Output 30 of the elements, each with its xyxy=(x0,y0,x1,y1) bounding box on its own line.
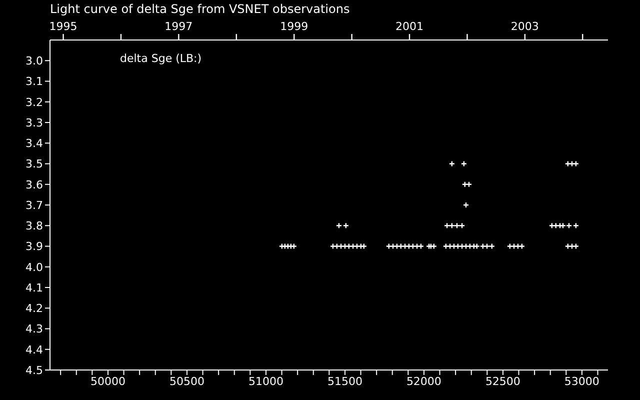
x-tick-label: 51000 xyxy=(248,374,284,388)
y-tick-label: 3.6 xyxy=(26,178,43,192)
x2-tick-label: 2001 xyxy=(395,20,424,33)
text: delta Sge (LB:) xyxy=(120,52,202,65)
y-tick-label: 4.5 xyxy=(26,364,43,377)
x-tick-label: 52500 xyxy=(485,374,520,388)
y-tick-label: 3.4 xyxy=(26,137,43,150)
y-tick-label: 3.0 xyxy=(26,54,43,68)
y-tick-label: 4.0 xyxy=(26,260,43,274)
x-tick-label: 51500 xyxy=(327,374,362,388)
y-tick-label: 4.1 xyxy=(26,281,43,294)
x2-tick-label: 1995 xyxy=(49,20,78,33)
y-tick-label: 3.3 xyxy=(26,116,43,130)
y-tick-label: 4.4 xyxy=(26,343,43,356)
x2-tick-label: 2003 xyxy=(510,20,539,33)
chart-title: Light curve of delta Sge from VSNET observations xyxy=(50,2,350,16)
x2-tick-label: 1997 xyxy=(164,20,193,33)
y-tick-label: 3.8 xyxy=(26,220,43,233)
y-tick-label: 3.5 xyxy=(26,158,43,171)
y-tick-label: 3.7 xyxy=(26,198,43,212)
x-tick-label: 53000 xyxy=(564,374,600,388)
x-tick-label: 50500 xyxy=(169,374,204,388)
y-tick-label: 3.9 xyxy=(26,240,43,254)
y-tick-label: 3.1 xyxy=(26,75,43,88)
y-tick-label: 4.2 xyxy=(26,302,43,316)
x-tick-label: 52000 xyxy=(406,374,442,388)
y-tick-label: 3.2 xyxy=(26,96,43,109)
y-tick-label: 4.3 xyxy=(26,322,43,336)
x2-tick-label: 1999 xyxy=(280,20,308,33)
x-tick-label: 50000 xyxy=(90,374,126,388)
